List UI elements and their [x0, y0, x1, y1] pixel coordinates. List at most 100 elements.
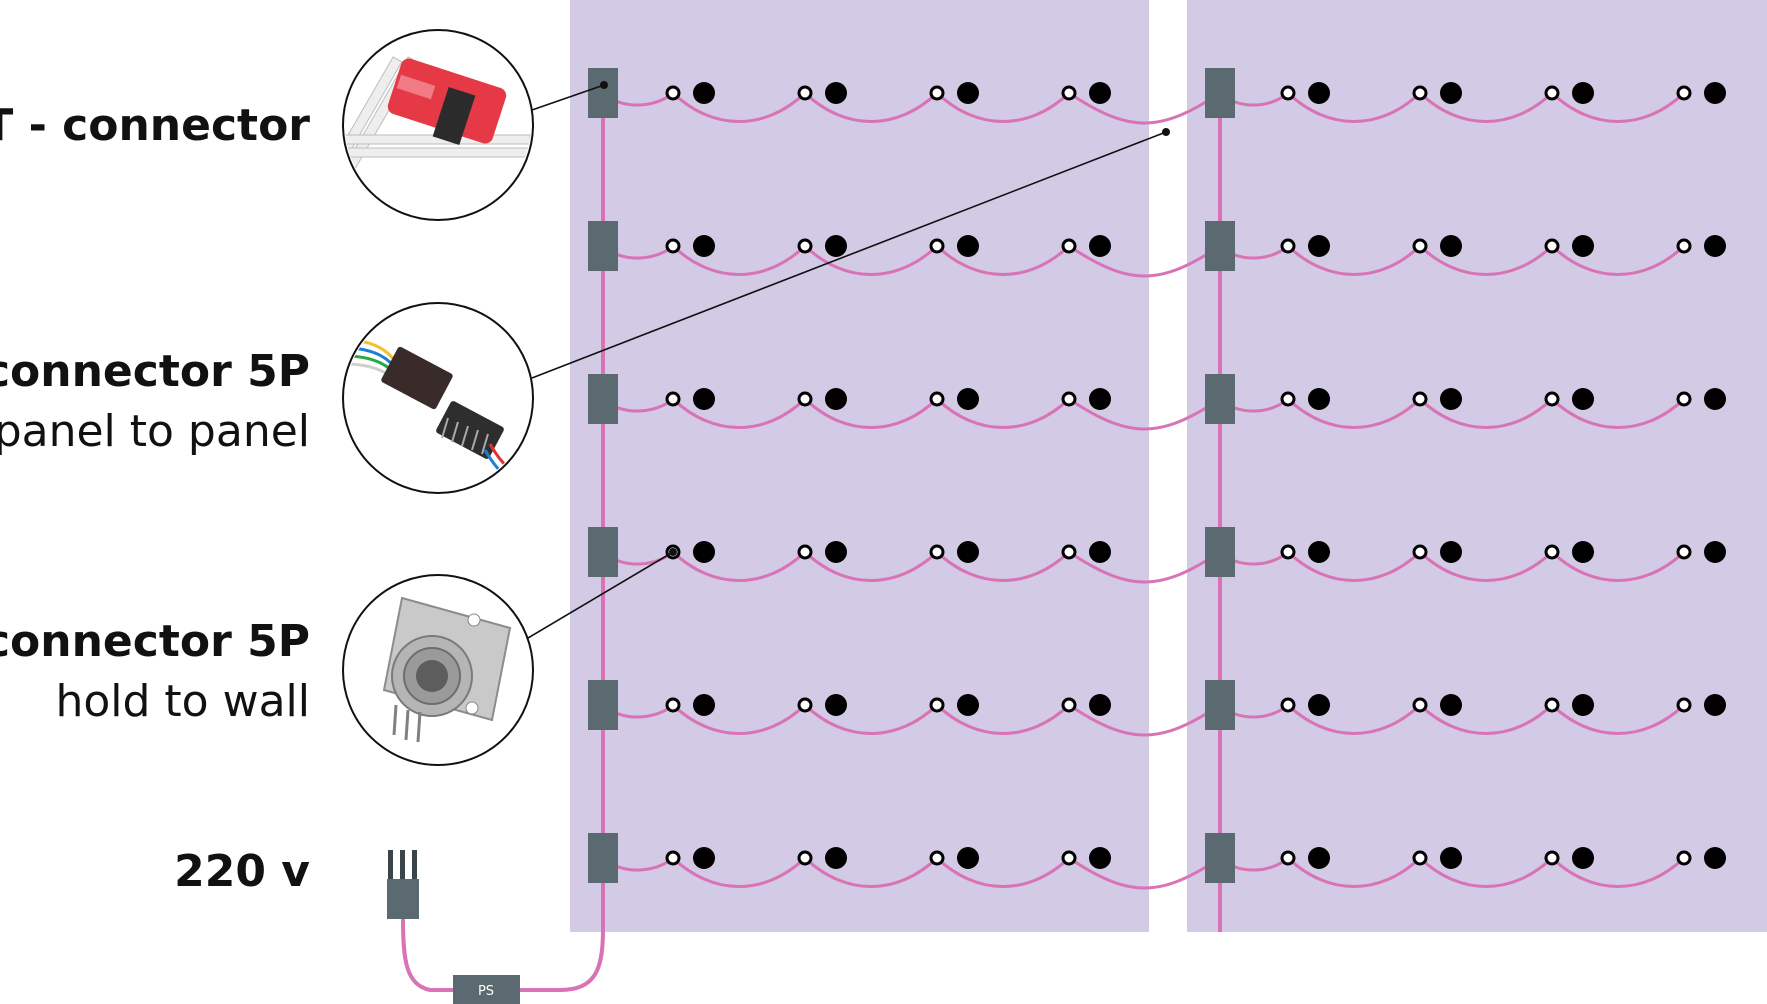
- connector-block: [588, 221, 618, 271]
- led-dot: [1308, 541, 1330, 563]
- led-dot: [957, 541, 979, 563]
- led-dot: [1572, 847, 1594, 869]
- led-small-dot: [1061, 544, 1077, 560]
- led-dot: [693, 388, 715, 410]
- connector-block: [1205, 221, 1235, 271]
- leader-line-panel-to-panel: [531, 131, 1167, 379]
- led-dot: [1440, 388, 1462, 410]
- led-dot: [1440, 235, 1462, 257]
- connector-block: [588, 833, 618, 883]
- led-small-dot: [1412, 391, 1428, 407]
- led-dot: [1572, 388, 1594, 410]
- power-supply-box: [453, 975, 520, 1004]
- led-dot: [957, 82, 979, 104]
- led-small-dot: [1676, 544, 1692, 560]
- led-small-dot: [797, 697, 813, 713]
- led-dot: [1089, 694, 1111, 716]
- led-dot: [1572, 694, 1594, 716]
- panel-link-wire: [1068, 91, 1221, 125]
- led-dot: [1572, 82, 1594, 104]
- led-small-dot: [929, 391, 945, 407]
- led-small-dot: [1280, 850, 1296, 866]
- led-small-dot: [929, 850, 945, 866]
- led-dot: [825, 847, 847, 869]
- led-dot: [1440, 82, 1462, 104]
- panel-link-wire: [1068, 550, 1221, 584]
- connector-block: [1205, 680, 1235, 730]
- led-dot: [957, 694, 979, 716]
- led-dot: [825, 541, 847, 563]
- led-small-dot: [665, 697, 681, 713]
- led-small-dot: [797, 391, 813, 407]
- led-small-dot: [929, 85, 945, 101]
- led-dot: [1089, 388, 1111, 410]
- led-small-dot: [929, 697, 945, 713]
- led-small-dot: [1676, 85, 1692, 101]
- panel-to-panel-label: panel to panel: [0, 406, 310, 457]
- voltage-label: 220 v: [174, 846, 310, 897]
- led-small-dot: [665, 850, 681, 866]
- led-dot: [957, 847, 979, 869]
- panel-right: [1187, 0, 1767, 932]
- led-small-dot: [665, 391, 681, 407]
- led-dot: [1308, 82, 1330, 104]
- led-small-dot: [929, 544, 945, 560]
- connector-block: [588, 527, 618, 577]
- led-small-dot: [797, 238, 813, 254]
- led-dot: [1308, 235, 1330, 257]
- panel-connector-callout: [342, 302, 534, 494]
- led-dot: [1089, 235, 1111, 257]
- led-small-dot: [1412, 85, 1428, 101]
- connector-block: [588, 68, 618, 118]
- led-small-dot: [1061, 85, 1077, 101]
- led-dot: [1440, 847, 1462, 869]
- led-small-dot: [1280, 544, 1296, 560]
- led-dots-layer: [665, 82, 1726, 869]
- leader-line-wall-connector: [527, 551, 674, 639]
- led-small-dot: [797, 544, 813, 560]
- led-dot: [825, 388, 847, 410]
- led-small-dot: [1280, 238, 1296, 254]
- led-small-dot: [1412, 850, 1428, 866]
- connector-block: [588, 374, 618, 424]
- led-small-dot: [1412, 544, 1428, 560]
- led-small-dot: [797, 850, 813, 866]
- leader-dot-panel-to-panel: [1162, 128, 1170, 136]
- led-small-dot: [1544, 544, 1560, 560]
- led-small-dot: [1061, 238, 1077, 254]
- led-dot: [1308, 847, 1330, 869]
- led-dot: [1440, 694, 1462, 716]
- power-wire-plug: [401, 918, 455, 992]
- led-small-dot: [1544, 85, 1560, 101]
- led-dot: [1704, 541, 1726, 563]
- led-small-dot: [1544, 391, 1560, 407]
- led-small-dot: [929, 238, 945, 254]
- led-dot: [1704, 82, 1726, 104]
- led-dot: [1089, 541, 1111, 563]
- t-connector-callout: [342, 29, 534, 221]
- led-dot: [1704, 235, 1726, 257]
- led-small-dot: [1280, 697, 1296, 713]
- led-small-dot: [1676, 391, 1692, 407]
- connector-block: [1205, 68, 1235, 118]
- led-small-dot: [665, 238, 681, 254]
- panel-link-wire: [1068, 703, 1221, 737]
- hold-to-wall-label: hold to wall: [55, 676, 310, 727]
- connector-5p-panel-label: connector 5P: [0, 346, 310, 397]
- led-small-dot: [1544, 238, 1560, 254]
- panel-link-wire: [1068, 397, 1221, 431]
- connector-block: [1205, 374, 1235, 424]
- led-small-dot: [1061, 391, 1077, 407]
- led-dot: [693, 235, 715, 257]
- led-dot: [1308, 694, 1330, 716]
- led-dot: [1308, 388, 1330, 410]
- led-dot: [825, 82, 847, 104]
- led-small-dot: [1280, 391, 1296, 407]
- led-dot: [1704, 388, 1726, 410]
- led-small-dot: [1676, 697, 1692, 713]
- led-dot: [957, 388, 979, 410]
- led-dot: [1089, 82, 1111, 104]
- led-dot: [957, 235, 979, 257]
- led-dot: [1440, 541, 1462, 563]
- led-small-dot: [1544, 697, 1560, 713]
